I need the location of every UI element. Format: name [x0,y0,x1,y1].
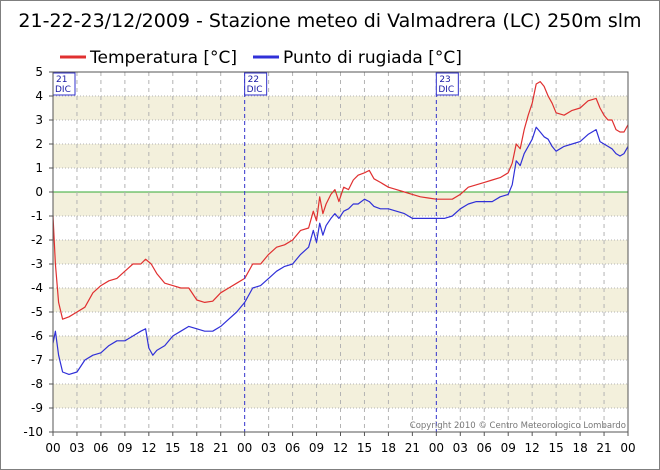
x-tick-label: 09 [309,441,324,455]
day-label-box [435,72,459,96]
x-tick-label: 06 [477,441,492,455]
y-tick-label: 2 [35,137,43,151]
y-tick-label: -2 [31,233,43,247]
chart-title: 21-22-23/12/2009 - Stazione meteo di Val… [18,10,641,32]
x-tick-label: 21 [596,441,611,455]
x-tick-label: 06 [93,441,108,455]
x-tick-label: 18 [189,441,204,455]
y-tick-label: 4 [35,89,43,103]
y-tick-label: -8 [31,377,43,391]
y-tick-label: 0 [35,185,43,199]
x-tick-label: 21 [405,441,420,455]
x-tick-label: 00 [429,441,444,455]
day-label-month: DIC [247,85,263,95]
x-tick-label: 09 [501,441,516,455]
x-tick-label: 06 [285,441,300,455]
y-tick-label: 3 [35,113,43,127]
y-tick-label: -10 [23,425,43,439]
x-tick-label: 00 [237,441,252,455]
legend-label-dewpoint: Punto di rugiada [°C] [283,48,462,68]
x-axis-ticks: 00 03 06 09 12 15 18 21 00 03 06 09 12 15 18 21 00 03 06 09… [45,432,636,455]
copyright-text: Copyright 2010 © Centro Meteorologico Lo… [410,421,626,431]
y-tick-label: -7 [31,353,43,367]
x-tick-label: 21 [213,441,228,455]
x-tick-label: 15 [165,441,180,455]
plot-series [52,81,629,375]
y-axis-ticks: 5 4 3 2 1 0 -1 -2 -3 -4 -5 -6 -7 -8 -9 -10 [23,65,53,439]
day-label-month: DIC [55,85,71,95]
x-tick-label: 03 [261,441,276,455]
temperature-line [52,81,629,320]
y-tick-label: 1 [35,161,43,175]
x-tick-label: 15 [548,441,563,455]
y-tick-label: -6 [31,329,43,343]
day-label-month: DIC [438,85,454,95]
x-tick-label: 03 [69,441,84,455]
x-tick-label: 12 [141,441,156,455]
day-label-day: 22 [248,75,259,85]
y-tick-label: -9 [31,401,43,415]
legend-label-temperature: Temperatura [°C] [89,48,237,68]
legend: Temperatura [°C] Punto di rugiada [°C] [60,48,462,68]
y-tick-label: -5 [31,305,43,319]
x-tick-label: 03 [453,441,468,455]
x-tick-label: 12 [525,441,540,455]
x-tick-label: 00 [620,441,635,455]
x-tick-label: 00 [45,441,60,455]
y-tick-label: -3 [31,257,43,271]
day-label-box [244,72,268,96]
dewpoint-line [52,126,629,375]
day-label-day: 23 [439,75,450,85]
plot-border [52,71,629,433]
y-tick-label: -4 [31,281,43,295]
x-tick-label: 09 [117,441,132,455]
day-label-day: 21 [56,75,67,85]
x-tick-label: 12 [333,441,348,455]
x-tick-label: 18 [381,441,396,455]
x-tick-label: 18 [572,441,587,455]
x-tick-label: 15 [357,441,372,455]
y-tick-label: -1 [31,209,43,223]
y-tick-label: 5 [35,65,43,79]
